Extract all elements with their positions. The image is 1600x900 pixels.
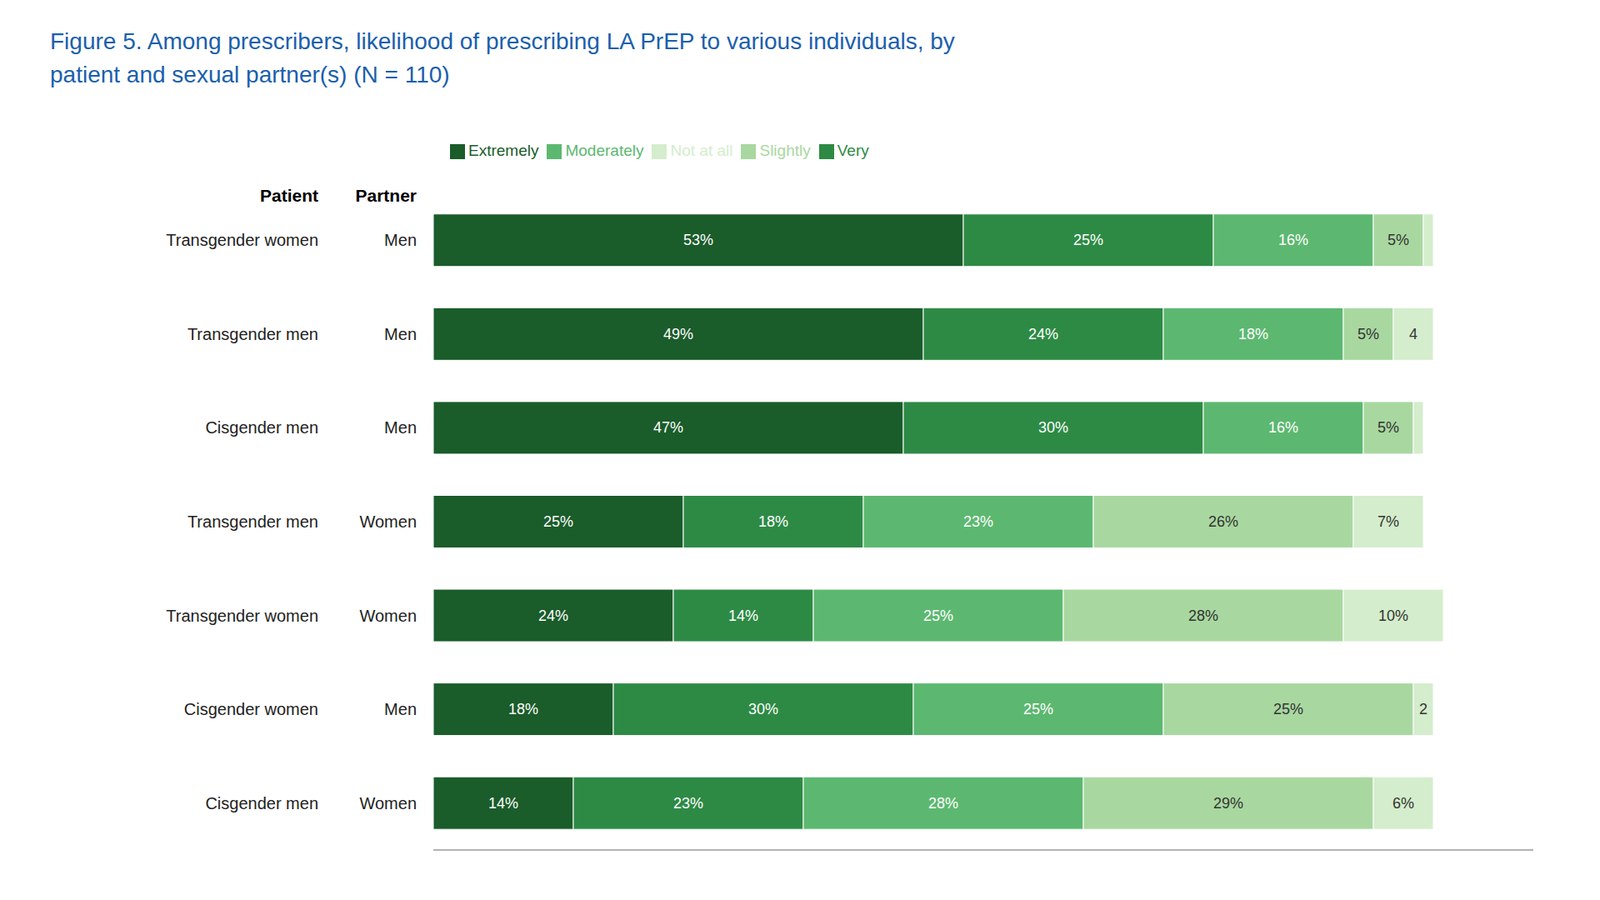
svg-text:Cisgender women: Cisgender women (184, 700, 319, 719)
svg-text:4: 4 (1409, 325, 1418, 343)
svg-text:30%: 30% (1038, 419, 1069, 436)
svg-text:Patient: Patient (260, 185, 319, 205)
html-text:Slightly: Slightly (759, 141, 811, 160)
svg-text:5%: 5% (1357, 325, 1380, 343)
html-text:Moderately: Moderately (565, 141, 644, 160)
svg-text:7%: 7% (1377, 513, 1400, 530)
svg-text:25%: 25% (543, 513, 574, 530)
svg-text:26%: 26% (1208, 513, 1239, 530)
svg-text:16%: 16% (1268, 419, 1299, 436)
svg-text:47%: 47% (653, 419, 684, 436)
svg-text:Partner: Partner (355, 185, 417, 205)
html-text:Figure 5. Among prescribers, l: Figure 5. Among prescribers, likelihood … (50, 28, 955, 88)
svg-text:24%: 24% (1028, 325, 1059, 343)
svg-text:23%: 23% (963, 513, 994, 530)
svg-text:Men: Men (384, 418, 417, 437)
svg-text:25%: 25% (923, 607, 954, 625)
svg-text:5%: 5% (1377, 419, 1400, 436)
svg-text:Cisgender men: Cisgender men (205, 794, 319, 813)
svg-text:18%: 18% (508, 700, 539, 718)
svg-text:Women: Women (359, 794, 417, 813)
html-text:Very: Very (837, 141, 869, 160)
svg-text:28%: 28% (1188, 607, 1219, 625)
html-text:Extremely: Extremely (468, 141, 539, 160)
svg-text:Women: Women (359, 512, 417, 531)
svg-text:Cisgender men: Cisgender men (205, 418, 319, 437)
svg-text:Men: Men (384, 325, 417, 344)
svg-text:18%: 18% (1238, 325, 1269, 343)
svg-text:30%: 30% (748, 700, 779, 718)
svg-text:29%: 29% (1213, 795, 1244, 812)
svg-text:53%: 53% (683, 231, 714, 249)
svg-text:24%: 24% (538, 607, 569, 625)
svg-text:18%: 18% (758, 513, 789, 530)
svg-text:14%: 14% (488, 795, 519, 812)
svg-text:10%: 10% (1378, 607, 1409, 625)
svg-text:Transgender men: Transgender men (187, 325, 319, 344)
svg-text:23%: 23% (673, 795, 704, 812)
svg-text:14%: 14% (728, 607, 759, 625)
svg-text:Men: Men (384, 230, 417, 250)
svg-text:49%: 49% (663, 325, 694, 343)
html-text:Not at all: Not at all (670, 141, 733, 160)
svg-text:Transgender women: Transgender women (165, 230, 319, 250)
svg-text:5%: 5% (1387, 231, 1410, 249)
svg-text:Transgender men: Transgender men (187, 512, 319, 531)
svg-text:Men: Men (384, 700, 417, 719)
svg-text:25%: 25% (1023, 700, 1054, 718)
svg-text:2: 2 (1419, 700, 1428, 718)
svg-text:Women: Women (359, 606, 417, 625)
svg-text:6%: 6% (1392, 795, 1415, 812)
svg-text:Transgender women: Transgender women (165, 606, 319, 625)
svg-text:25%: 25% (1273, 700, 1304, 718)
svg-text:25%: 25% (1073, 231, 1104, 249)
svg-text:28%: 28% (928, 795, 959, 812)
svg-text:16%: 16% (1278, 231, 1309, 249)
